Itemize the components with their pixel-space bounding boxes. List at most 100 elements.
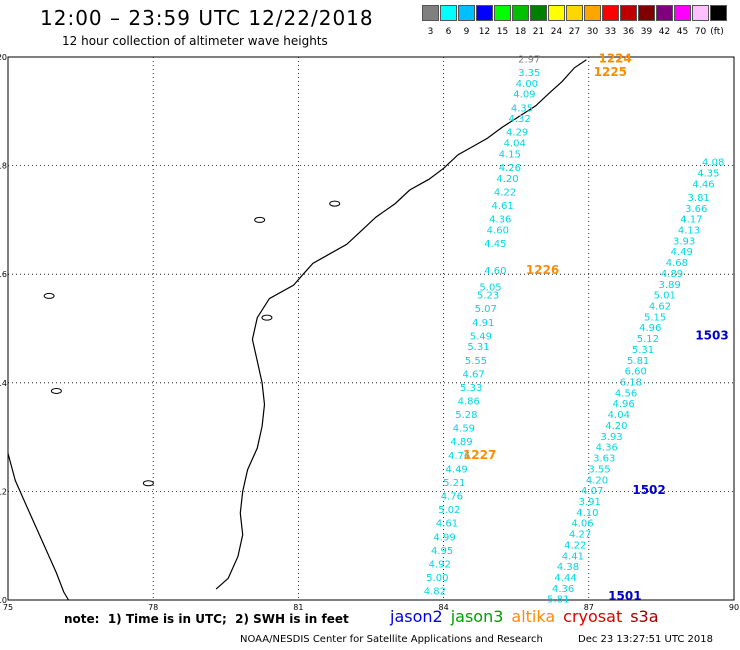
scale-swatch bbox=[620, 5, 637, 21]
wave-height-value: 5.28 bbox=[455, 410, 477, 421]
longitude-tick-label: 78 bbox=[148, 603, 158, 612]
wave-height-value: 3.63 bbox=[593, 454, 615, 465]
scale-swatch bbox=[548, 5, 565, 21]
wave-height-value: 5.00 bbox=[426, 573, 448, 584]
wave-height-value: 4.45 bbox=[484, 239, 506, 250]
latitude-tick-label: 10 bbox=[0, 596, 7, 605]
inland-water-outline bbox=[43, 292, 55, 299]
scale-swatch bbox=[440, 5, 457, 21]
wave-height-value: 4.17 bbox=[680, 215, 702, 226]
wave-height-value: 5.07 bbox=[475, 304, 497, 315]
scale-swatch bbox=[458, 5, 475, 21]
wave-height-value: 4.82 bbox=[424, 587, 446, 598]
wave-height-value: 4.07 bbox=[581, 486, 603, 497]
pass-number-label: 1502 bbox=[632, 483, 665, 497]
wave-height-value: 2.97 bbox=[518, 54, 540, 65]
wave-height-value: 4.96 bbox=[639, 323, 661, 334]
inland-water-outline bbox=[329, 200, 341, 207]
pass-number-label: 1226 bbox=[526, 263, 559, 277]
legend-item-altika: altika bbox=[511, 607, 556, 626]
wave-height-value: 4.32 bbox=[508, 114, 530, 125]
legend-item-jason2: jason2 bbox=[390, 607, 443, 626]
wave-height-value: 4.89 bbox=[661, 269, 683, 280]
wave-height-value: 4.22 bbox=[494, 187, 516, 198]
wave-height-value: 4.29 bbox=[506, 128, 528, 139]
pass-number-label: 1224 bbox=[598, 51, 631, 65]
wave-height-value: 5.33 bbox=[460, 383, 482, 394]
wave-height-value: 3.66 bbox=[685, 204, 707, 215]
scale-swatch bbox=[710, 5, 727, 21]
wave-height-value: 5.01 bbox=[654, 291, 676, 302]
wave-height-value: 4.61 bbox=[492, 201, 514, 212]
wave-height-value: 4.68 bbox=[666, 258, 688, 269]
wave-height-value: 4.56 bbox=[615, 388, 637, 399]
wave-height-value: 4.04 bbox=[504, 139, 526, 150]
scale-label: 39 bbox=[640, 27, 653, 37]
scale-label: 33 bbox=[604, 27, 617, 37]
scale-unit: (ft) bbox=[710, 27, 724, 37]
wave-height-value: 3.93 bbox=[673, 236, 695, 247]
wave-height-value: 4.08 bbox=[702, 158, 724, 169]
scale-label: 9 bbox=[463, 27, 470, 37]
longitude-tick-label: 90 bbox=[729, 603, 739, 612]
longitude-tick-label: 75 bbox=[3, 603, 13, 612]
wave-height-value: 4.76 bbox=[448, 451, 470, 462]
wave-height-value: 3.55 bbox=[588, 464, 610, 475]
legend-item-s3a: s3a bbox=[630, 607, 659, 626]
wave-height-value: 4.22 bbox=[564, 540, 586, 551]
pass-number-label: 1227 bbox=[463, 448, 496, 462]
wave-height-value: 5.23 bbox=[477, 291, 499, 302]
wave-height-value: 5.15 bbox=[644, 312, 666, 323]
inland-water-outline bbox=[142, 480, 154, 487]
latitude-tick-label: 18 bbox=[0, 162, 7, 171]
legend-item-jason3: jason3 bbox=[450, 607, 504, 626]
satellite-legend: jason2 jason3 altika cryosat s3a bbox=[390, 607, 667, 626]
generation-timestamp: Dec 23 13:27:51 UTC 2018 bbox=[578, 634, 713, 645]
pass-number-label: 1501 bbox=[608, 589, 641, 603]
wave-height-value: 5.81 bbox=[547, 595, 569, 606]
east-coastline bbox=[215, 59, 587, 590]
wave-height-value: 4.10 bbox=[576, 508, 598, 519]
wave-height-value: 5.81 bbox=[627, 356, 649, 367]
wave-height-value: 5.55 bbox=[465, 356, 487, 367]
wave-height-value: 3.91 bbox=[579, 497, 601, 508]
wave-height-value: 4.44 bbox=[554, 573, 576, 584]
wave-height-value: 4.60 bbox=[484, 266, 506, 277]
wave-height-value: 4.67 bbox=[462, 369, 484, 380]
wave-height-value: 4.06 bbox=[571, 519, 593, 530]
wave-height-value: 4.96 bbox=[613, 399, 635, 410]
wave-height-value: 5.49 bbox=[470, 331, 492, 342]
wave-height-value: 4.04 bbox=[608, 410, 630, 421]
wave-height-value: 6.60 bbox=[625, 367, 647, 378]
wave-height-value: 4.49 bbox=[671, 247, 693, 258]
scale-swatch bbox=[422, 5, 439, 21]
pass-number-label: 1225 bbox=[594, 65, 627, 79]
wave-height-value: 4.61 bbox=[436, 519, 458, 530]
scale-swatch bbox=[692, 5, 709, 21]
map-frame bbox=[7, 56, 735, 601]
wave-height-value: 5.31 bbox=[467, 342, 489, 353]
wave-height-value: 4.15 bbox=[499, 149, 521, 160]
wave-height-value: 4.36 bbox=[552, 584, 574, 595]
wave-height-value: 4.38 bbox=[557, 562, 579, 573]
wave-height-value: 4.35 bbox=[511, 103, 533, 114]
wave-height-value: 4.13 bbox=[678, 225, 700, 236]
inland-water-outline bbox=[50, 387, 62, 394]
scale-swatch bbox=[512, 5, 529, 21]
map-subtitle: 12 hour collection of altimeter wave hei… bbox=[62, 34, 328, 48]
scale-label: 36 bbox=[622, 27, 635, 37]
units-note: note: 1) Time is in UTC; 2) SWH is in fe… bbox=[64, 612, 349, 626]
wave-height-value: 3.35 bbox=[518, 68, 540, 79]
credit-line: NOAA/NESDIS Center for Satellite Applica… bbox=[240, 634, 543, 645]
inland-water-outline bbox=[261, 314, 273, 321]
wave-height-value: 3.81 bbox=[688, 193, 710, 204]
scale-label: 70 bbox=[694, 27, 707, 37]
scale-swatch bbox=[584, 5, 601, 21]
wave-height-value: 4.09 bbox=[513, 90, 535, 101]
wave-height-value: 4.41 bbox=[562, 551, 584, 562]
scale-label: 18 bbox=[514, 27, 527, 37]
scale-swatch bbox=[476, 5, 493, 21]
pass-number-label: 1503 bbox=[695, 328, 728, 342]
latitude-tick-label: 14 bbox=[0, 379, 7, 388]
wave-height-value: 4.20 bbox=[586, 475, 608, 486]
